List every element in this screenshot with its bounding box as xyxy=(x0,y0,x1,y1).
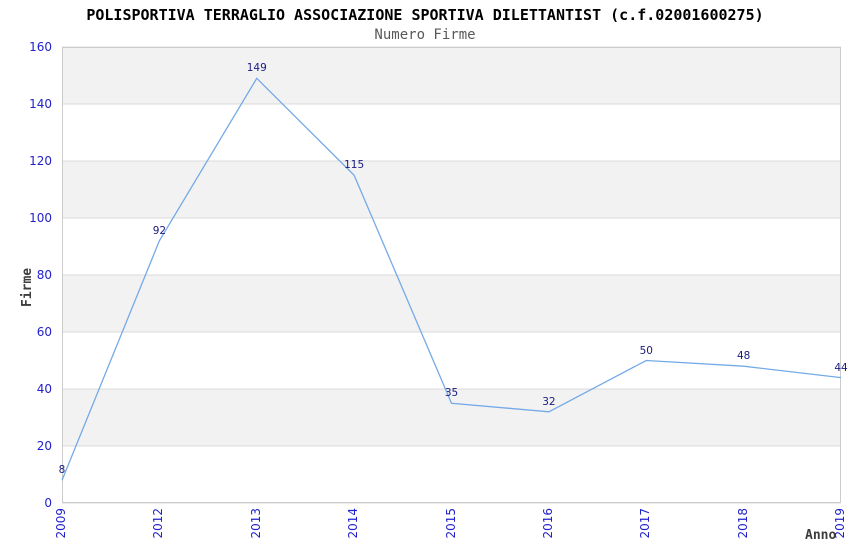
y-tick-label: 160 xyxy=(29,40,52,54)
x-tick-label: 2013 xyxy=(248,508,263,539)
x-tick-label: 2015 xyxy=(443,508,458,539)
data-point-label: 115 xyxy=(344,159,365,172)
y-tick-label: 120 xyxy=(29,154,52,168)
data-point-label: 35 xyxy=(444,387,459,400)
data-point-label: 32 xyxy=(542,395,556,408)
plot-border xyxy=(62,47,841,503)
x-tick-label: 2014 xyxy=(346,508,361,539)
data-point-label: 149 xyxy=(246,62,267,75)
plot-band xyxy=(62,275,841,332)
x-tick-label: 2016 xyxy=(540,508,555,539)
data-line xyxy=(61,77,842,481)
y-tick-label: 100 xyxy=(29,211,52,225)
x-tick-label: 2009 xyxy=(54,508,68,539)
plot-band xyxy=(62,332,841,389)
plot-band xyxy=(62,446,841,503)
x-tick-label: 2018 xyxy=(735,508,750,539)
plot-band xyxy=(62,47,841,104)
x-tick-label: 2017 xyxy=(638,508,653,539)
y-tick-label: 40 xyxy=(36,382,52,396)
data-point-label: 50 xyxy=(639,344,653,357)
chart-subtitle: Numero Firme xyxy=(374,27,476,43)
y-tick-label: 60 xyxy=(36,325,52,339)
data-point-label: 44 xyxy=(834,361,848,374)
x-tick-label: 2012 xyxy=(151,508,166,539)
plot-band xyxy=(62,161,841,218)
y-tick-label: 20 xyxy=(36,439,52,453)
y-tick-label: 140 xyxy=(29,97,52,111)
x-tick-label: 2019 xyxy=(833,508,847,539)
y-tick-label: 0 xyxy=(44,496,52,510)
data-point-label: 8 xyxy=(58,464,66,477)
plot-band xyxy=(62,389,841,446)
data-point-label: 48 xyxy=(736,350,751,363)
x-axis-title: Anno xyxy=(805,528,837,543)
y-tick-label: 80 xyxy=(36,268,52,282)
data-point-label: 92 xyxy=(152,224,167,237)
plot-band xyxy=(62,104,841,161)
plot-band xyxy=(62,218,841,275)
chart-title: POLISPORTIVA TERRAGLIO ASSOCIAZIONE SPOR… xyxy=(86,6,764,24)
